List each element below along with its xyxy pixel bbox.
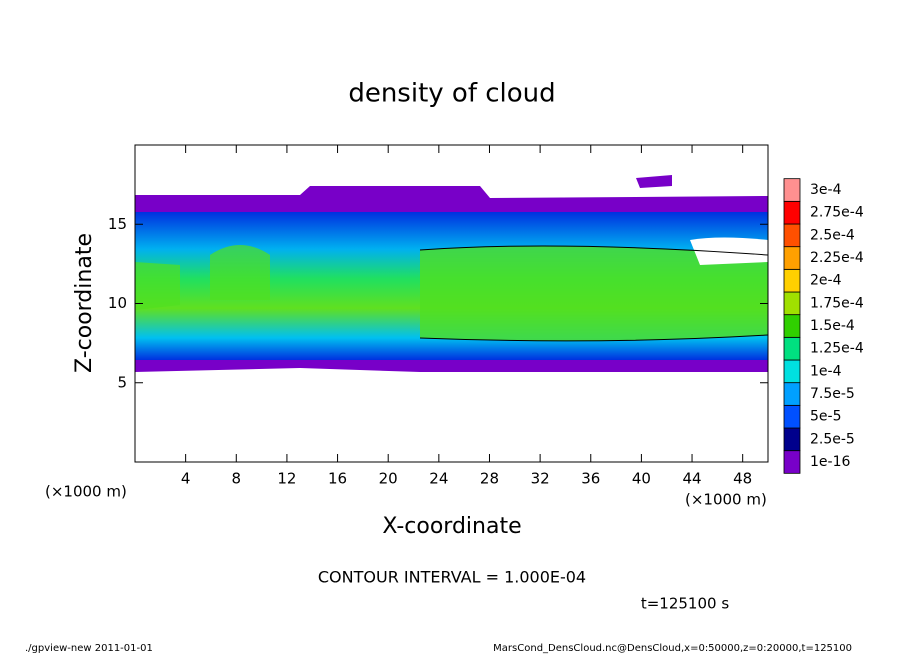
footer: MarsCond_DensCloud.nc@DensCloud,x=0:5000… (493, 643, 852, 654)
colorbar-label: 2.5e-4 (810, 227, 855, 243)
colorbar-label: 1.75e-4 (810, 295, 864, 311)
x-tick-label: 28 (480, 470, 499, 488)
colorbar-box (783, 359, 801, 384)
x-tick-label: 40 (632, 470, 651, 488)
colorbar-box (783, 200, 801, 225)
colorbar-box (783, 246, 801, 270)
colorbar-box (783, 291, 801, 316)
y-tick-label: 5 (117, 373, 127, 391)
colorbar-box (783, 314, 801, 338)
colorbar-label: 2e-4 (810, 273, 842, 289)
colorbar-box (783, 382, 801, 406)
y-tick-label: 10 (108, 294, 127, 312)
x-unit-label: (×1000 m) (45, 483, 127, 501)
x-tick-label: 24 (429, 470, 448, 488)
colorbar-box (783, 427, 801, 452)
colorbar-box (783, 268, 801, 293)
colorbar-label: 7.5e-5 (810, 386, 855, 402)
field (135, 175, 769, 372)
x-tick-label: 8 (232, 470, 242, 488)
colorbar-box (783, 450, 801, 474)
colorbar-box (783, 223, 801, 248)
colorbar-label: 1e-4 (810, 363, 842, 379)
x-tick-label: 36 (581, 470, 600, 488)
x-tick-label: 44 (682, 470, 701, 488)
x-tick-label: 16 (328, 470, 347, 488)
chart-title: density of cloud (348, 79, 555, 109)
colorbar-label: 3e-4 (810, 182, 842, 198)
x-tick-label: 12 (277, 470, 296, 488)
x-tick-label: 48 (733, 470, 752, 488)
x-tick-label: 32 (531, 470, 550, 488)
y-tick-label: 15 (108, 215, 127, 233)
footer: ./gpview-new 2011-01-01 (25, 643, 153, 654)
colorbar-label: 1.5e-4 (810, 318, 855, 334)
x-tick-label: 4 (181, 470, 191, 488)
x-tick-label: 20 (379, 470, 398, 488)
colorbar-box (783, 178, 801, 202)
colorbar-label: 2.5e-5 (810, 431, 855, 447)
x-unit-label: (×1000 m) (685, 491, 767, 509)
colorbar-label: 2.25e-4 (810, 250, 864, 266)
y-axis-label: Z-coordinate (72, 233, 97, 373)
colorbar-label: 2.75e-4 (810, 205, 864, 221)
colorbar-label: 1e-16 (810, 454, 850, 470)
colorbar-box (783, 336, 801, 361)
colorbar-box (783, 404, 801, 429)
annotation: CONTOUR INTERVAL = 1.000E-04 (318, 568, 586, 587)
x-axis-label: X-coordinate (382, 514, 521, 539)
annotation: t=125100 s (641, 595, 729, 613)
colorbar-label: 1.25e-4 (810, 341, 864, 357)
colorbar-label: 5e-5 (810, 409, 841, 425)
